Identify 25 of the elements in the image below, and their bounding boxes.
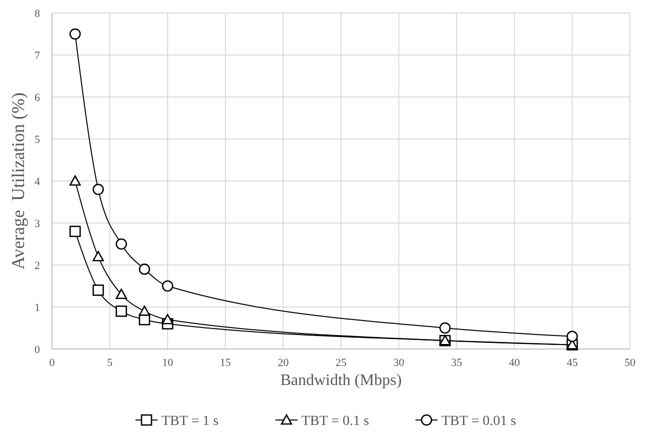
y-tick-label: 1 [34, 302, 40, 314]
x-tick-label: 10 [162, 357, 174, 369]
x-tick-label: 45 [566, 357, 578, 369]
x-axis-title: Bandwidth (Mbps) [280, 372, 402, 389]
x-tick-label: 50 [624, 357, 636, 369]
x-tick-label: 15 [220, 357, 232, 369]
y-tick-label: 8 [34, 8, 40, 20]
y-axis-title: Average Utilization (%) [8, 92, 28, 270]
x-tick-label: 20 [278, 357, 290, 369]
legend-label: TBT = 0.1 s [302, 414, 370, 429]
y-tick-label: 6 [34, 92, 40, 104]
y-tick-label: 2 [34, 260, 40, 272]
x-tick-label: 30 [393, 357, 405, 369]
y-tick-label: 7 [34, 50, 40, 62]
x-tick-label: 0 [49, 357, 56, 369]
y-tick-label: 4 [34, 176, 40, 188]
x-tick-label: 25 [336, 357, 347, 369]
legend-label: TBT = 1 s [162, 414, 219, 429]
y-tick-label: 5 [34, 134, 40, 146]
y-tick-label: 0 [34, 344, 40, 356]
x-tick-label: 40 [508, 357, 520, 369]
y-tick-label: 3 [34, 218, 40, 230]
x-tick-label: 35 [451, 357, 463, 369]
legend-label: TBT = 0.01 s [442, 414, 516, 429]
x-tick-label: 5 [107, 357, 114, 369]
